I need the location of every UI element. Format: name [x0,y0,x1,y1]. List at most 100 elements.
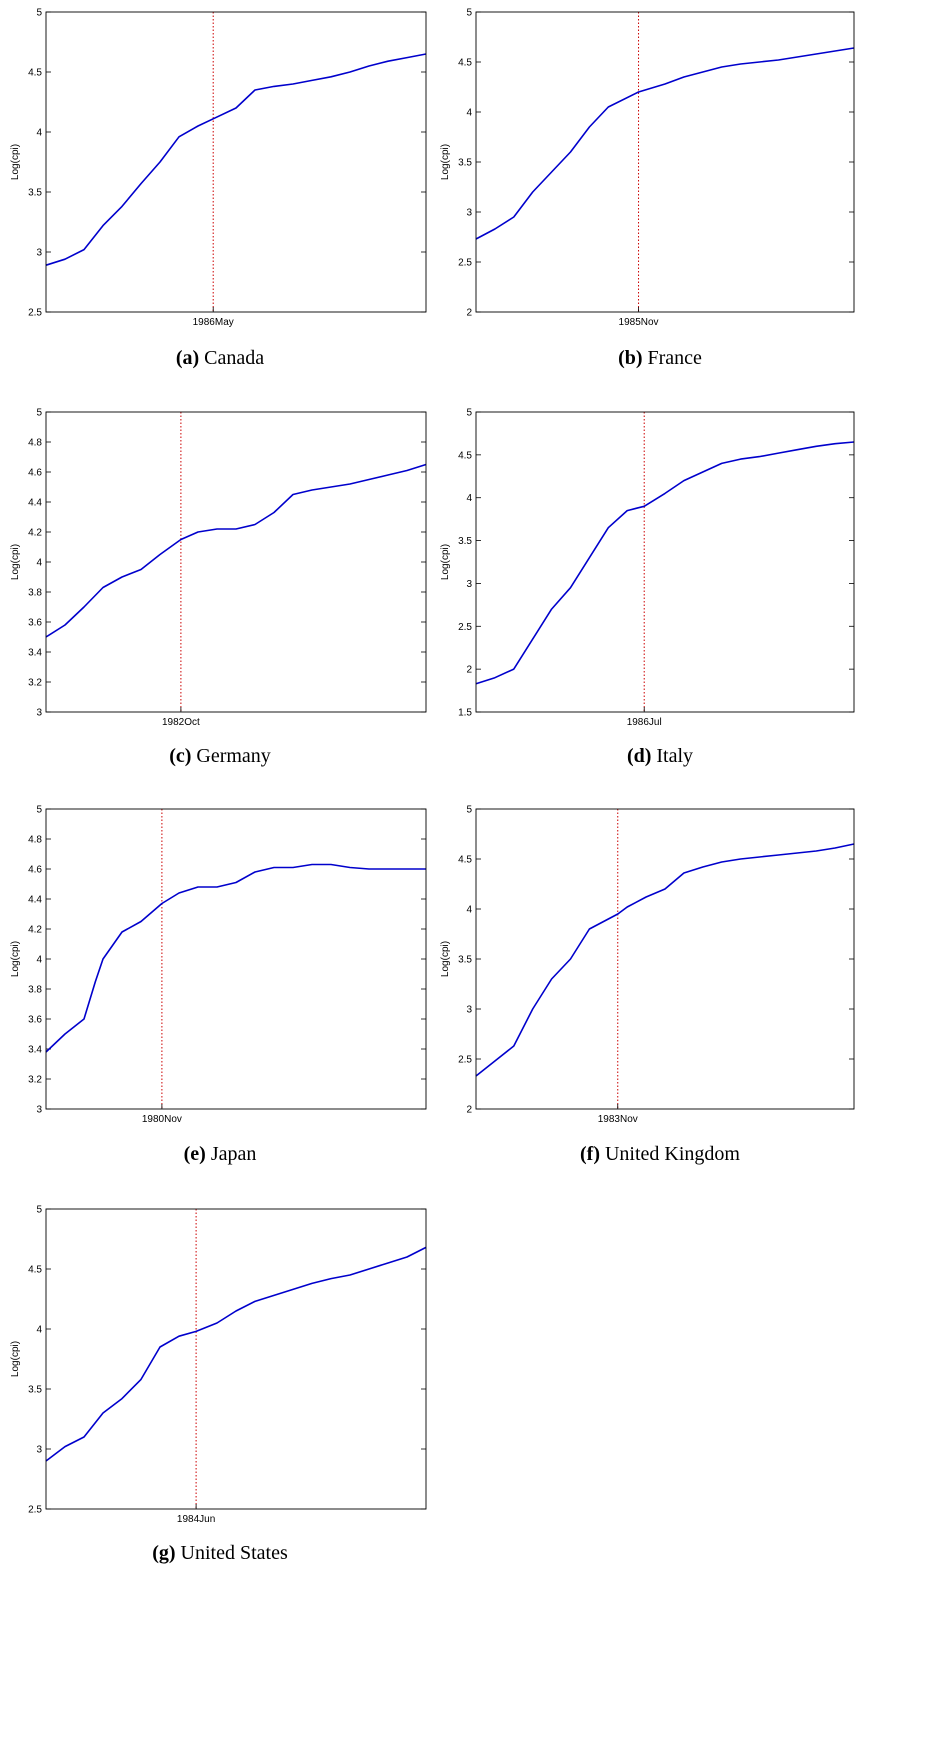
caption-label: (b) [618,347,643,369]
plot-frame [45,1208,427,1510]
chart-svg: 2 2.5 3 3.5 4 4.5 5 Log(cpi) 1985Nov [440,8,855,328]
y-tick-label: 4.5 [28,68,42,79]
y-tick-label: 4.8 [28,835,42,846]
series-line [45,463,427,638]
plot-frame [45,808,427,1110]
y-axis-label: Log(cpi) [10,1341,21,1377]
y-tick-label: 3 [36,1105,42,1116]
y-tick-label: 3 [466,1005,472,1016]
caption-name: Japan [210,1143,257,1165]
caption-label: (g) [152,1542,176,1564]
y-tick-label: 3 [36,1445,42,1456]
y-axis-label: Log(cpi) [440,941,451,977]
y-tick-label: 4 [466,905,472,916]
y-tick-label: 2 [466,1105,472,1116]
plot-frame [45,411,427,713]
y-tick-label: 4 [36,1325,42,1336]
series-line [45,1246,427,1462]
y-tick-label: 2 [466,665,472,676]
chart-svg: 3 3.2 3.4 3.6 3.8 4 4.2 4.4 4.6 4.8 5 Log(cpi) 1980N… [10,805,427,1125]
x-tick-label: 1980Nov [142,1114,182,1125]
x-tick-label: 1985Nov [619,317,659,328]
chart-svg: 1.5 2 2.5 3 3.5 4 4.5 5 Log(cpi) 1986Jul [440,408,855,728]
x-tick-label: 1982Oct [162,717,200,728]
y-tick-label: 3.5 [28,1385,42,1396]
chart-panel-canada: 2.5 3 3.5 4 4.5 5 Log(cpi) 1986May [0,0,440,400]
x-tick-label: 1984Jun [177,1514,215,1525]
chart-svg: 2.5 3 3.5 4 4.5 5 Log(cpi) 1984Jun [10,1205,427,1525]
y-tick-label: 3 [36,708,42,719]
y-tick-label: 4.4 [28,895,42,906]
y-tick-label: 4.2 [28,925,42,936]
y-tick-label: 4 [466,108,472,119]
caption-label: (f) [580,1143,600,1165]
y-tick-label: 4.2 [28,528,42,539]
y-tick-label: 4.6 [28,468,42,479]
series-line [45,863,426,1053]
chart-panel-united-kingdom: 2 2.5 3 3.5 4 4.5 5 Log(cpi) 1983Nov [430,797,870,1197]
y-tick-label: 4 [36,128,42,139]
plot-frame [475,11,855,313]
x-tick-label: 1983Nov [598,1114,638,1125]
x-tick-label: 1986Jul [627,717,662,728]
y-tick-label: 5 [466,408,472,419]
y-tick-label: 2 [466,308,472,319]
chart-svg: 2 2.5 3 3.5 4 4.5 5 Log(cpi) 1983Nov [440,805,855,1125]
y-tick-label: 2.5 [28,1505,42,1516]
chart-svg: 2.5 3 3.5 4 4.5 5 Log(cpi) 1986May [10,8,427,328]
series-line [475,843,855,1077]
y-tick-label: 3.4 [28,648,42,659]
y-axis-label: Log(cpi) [440,144,451,180]
chart-svg: 3 3.2 3.4 3.6 3.8 4 4.2 4.4 4.6 4.8 5 Log(cpi) 1982O… [10,408,427,728]
caption-name: United States [180,1542,288,1564]
caption-label: (c) [169,745,192,767]
caption-label: (d) [626,745,652,767]
y-tick-label: 3.5 [458,158,472,169]
y-tick-label: 4.5 [458,855,472,866]
y-tick-label: 3.6 [28,1015,42,1026]
y-tick-label: 5 [36,408,42,419]
series-line [45,53,427,266]
y-tick-label: 5 [466,805,472,816]
plot-frame [475,808,855,1110]
y-axis-label: Log(cpi) [440,544,451,580]
y-tick-label: 5 [36,805,42,816]
y-tick-label: 2.5 [28,308,42,319]
y-tick-label: 3.5 [458,536,472,547]
y-axis-label: Log(cpi) [10,144,21,180]
y-tick-label: 3 [36,248,42,259]
y-tick-label: 3.8 [28,985,42,996]
caption-united-kingdom: (f) United Kingdom [440,1143,880,1166]
y-tick-label: 4.8 [28,438,42,449]
y-tick-label: 2.5 [458,258,472,269]
caption-name: Germany [196,745,271,767]
y-tick-label: 4.5 [458,58,472,69]
chart-panel-japan: 3 3.2 3.4 3.6 3.8 4 4.2 4.4 4.6 4.8 5 Log(cpi) 1980N… [0,797,440,1197]
series-line [475,441,855,685]
y-tick-label: 3.5 [458,955,472,966]
y-tick-label: 4.4 [28,498,42,509]
caption-germany: (c) Germany [0,745,440,768]
y-tick-label: 3 [466,579,472,590]
y-tick-label: 4.5 [458,450,472,461]
y-tick-label: 5 [466,8,472,19]
caption-name: Canada [204,347,265,369]
y-axis-label: Log(cpi) [10,941,21,977]
x-tick-label: 1986May [193,317,234,328]
caption-italy: (d) Italy [440,745,880,768]
y-tick-label: 3.4 [28,1045,42,1056]
caption-name: United Kingdom [604,1143,740,1165]
caption-japan: (e) Japan [0,1143,440,1166]
y-axis-label: Log(cpi) [10,544,21,580]
y-tick-label: 3.5 [28,188,42,199]
y-tick-label: 4 [36,955,42,966]
caption-label: (e) [183,1143,206,1165]
plot-frame [45,11,427,313]
y-tick-label: 2.5 [458,1055,472,1066]
y-tick-label: 4.5 [28,1265,42,1276]
y-tick-label: 3.2 [28,678,42,689]
y-tick-label: 4.6 [28,865,42,876]
chart-panel-france: 2 2.5 3 3.5 4 4.5 5 Log(cpi) 1985Nov [430,0,870,400]
caption-france: (b) France [440,347,880,370]
plot-frame [475,411,855,713]
